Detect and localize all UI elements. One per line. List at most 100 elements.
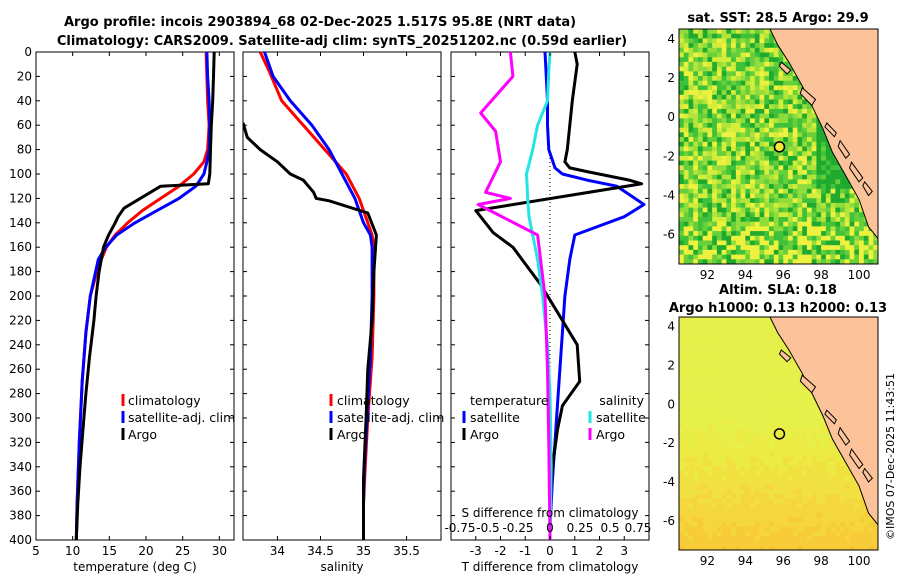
y-tick-label: 40: [17, 94, 32, 108]
map-cell: [683, 442, 689, 448]
map-cell: [773, 419, 779, 425]
map-cell: [811, 160, 817, 166]
map-cell: [783, 540, 789, 546]
map-cell: [697, 396, 703, 402]
sla-map-title-line1: Altim. SLA: 0.18: [719, 283, 837, 298]
map-cell: [726, 38, 732, 44]
map-cell: [750, 340, 756, 346]
map-cell: [721, 198, 727, 204]
map-cell: [721, 170, 727, 175]
map-cell: [726, 240, 732, 246]
map-cell: [769, 452, 775, 458]
map-cell: [693, 386, 699, 392]
map-cell: [726, 146, 732, 152]
map-cell: [830, 202, 836, 208]
map-cell: [697, 52, 703, 58]
map-cell: [849, 489, 855, 495]
map-cell: [745, 508, 751, 514]
map-cell: [778, 151, 784, 157]
map-cell: [764, 193, 770, 199]
map-cell: [854, 198, 860, 204]
map-cell: [806, 400, 812, 406]
map-cell: [802, 132, 808, 138]
map-cell: [721, 174, 727, 180]
map-cell: [702, 235, 708, 241]
map-cell: [702, 433, 708, 439]
map-cell: [702, 61, 708, 67]
map-cell: [716, 456, 722, 462]
map-cell: [707, 344, 713, 350]
map-cell: [726, 47, 732, 53]
map-cell: [726, 90, 732, 96]
map-cell: [679, 508, 685, 514]
map-cell: [740, 540, 746, 546]
map-cell: [769, 193, 775, 199]
map-cell: [745, 160, 751, 166]
map-cell: [745, 400, 751, 406]
map-cell: [731, 438, 737, 444]
map-cell: [716, 118, 722, 124]
map-cell: [707, 76, 713, 81]
map-cell: [735, 536, 741, 541]
map-y-tick-label: -6: [663, 514, 675, 528]
map-cell: [769, 259, 775, 264]
map-cell: [835, 531, 841, 537]
map-cell: [849, 522, 855, 527]
map-cell: [802, 141, 808, 147]
map-cell: [816, 179, 822, 185]
map-cell: [693, 61, 699, 67]
map-cell: [759, 508, 765, 514]
map-cell: [787, 184, 794, 190]
map-cell: [683, 517, 689, 523]
map-cell: [702, 344, 708, 350]
map-cell: [830, 470, 836, 476]
map-cell: [783, 391, 789, 397]
map-cell: [716, 447, 722, 453]
map-cell: [683, 330, 689, 336]
map-cell: [697, 358, 703, 364]
map-cell: [773, 113, 779, 119]
map-cell: [825, 212, 831, 218]
map-cell: [797, 372, 803, 378]
map-cell: [764, 240, 770, 246]
map-cell: [792, 386, 798, 392]
map-cell: [863, 249, 869, 255]
map-cell: [707, 226, 713, 232]
map-cell: [769, 245, 775, 251]
map-cell: [693, 155, 699, 161]
map-cell: [688, 113, 694, 119]
map-cell: [830, 545, 836, 550]
map-cell: [697, 235, 703, 241]
map-cell: [759, 71, 765, 77]
map-cell: [859, 240, 865, 246]
map-cell: [859, 259, 865, 264]
map-cell: [726, 235, 732, 241]
map-cell: [783, 174, 789, 180]
map-cell: [802, 174, 808, 180]
map-cell: [802, 146, 808, 152]
land-sumatra: [769, 29, 878, 240]
map-cell: [735, 90, 741, 96]
map-cell: [745, 382, 751, 388]
map-cell: [707, 170, 713, 175]
map-cell: [792, 433, 798, 439]
map-cell: [740, 400, 746, 406]
map-cell: [702, 489, 708, 495]
map-cell: [754, 245, 760, 251]
map-cell: [806, 414, 812, 420]
map-cell: [721, 433, 727, 439]
map-cell: [797, 221, 803, 227]
map-cell: [764, 540, 770, 546]
map-cell: [679, 259, 685, 264]
map-cell: [731, 127, 737, 133]
map-cell: [740, 321, 746, 327]
map-cell: [773, 245, 779, 251]
map-cell: [688, 43, 694, 49]
map-cell: [802, 184, 808, 190]
map-cell: [754, 512, 760, 518]
map-y-tick-label: 0: [667, 110, 675, 124]
map-cell: [721, 494, 727, 500]
map-cell: [745, 419, 751, 425]
map-cell: [726, 396, 732, 402]
map-cell: [802, 188, 808, 194]
